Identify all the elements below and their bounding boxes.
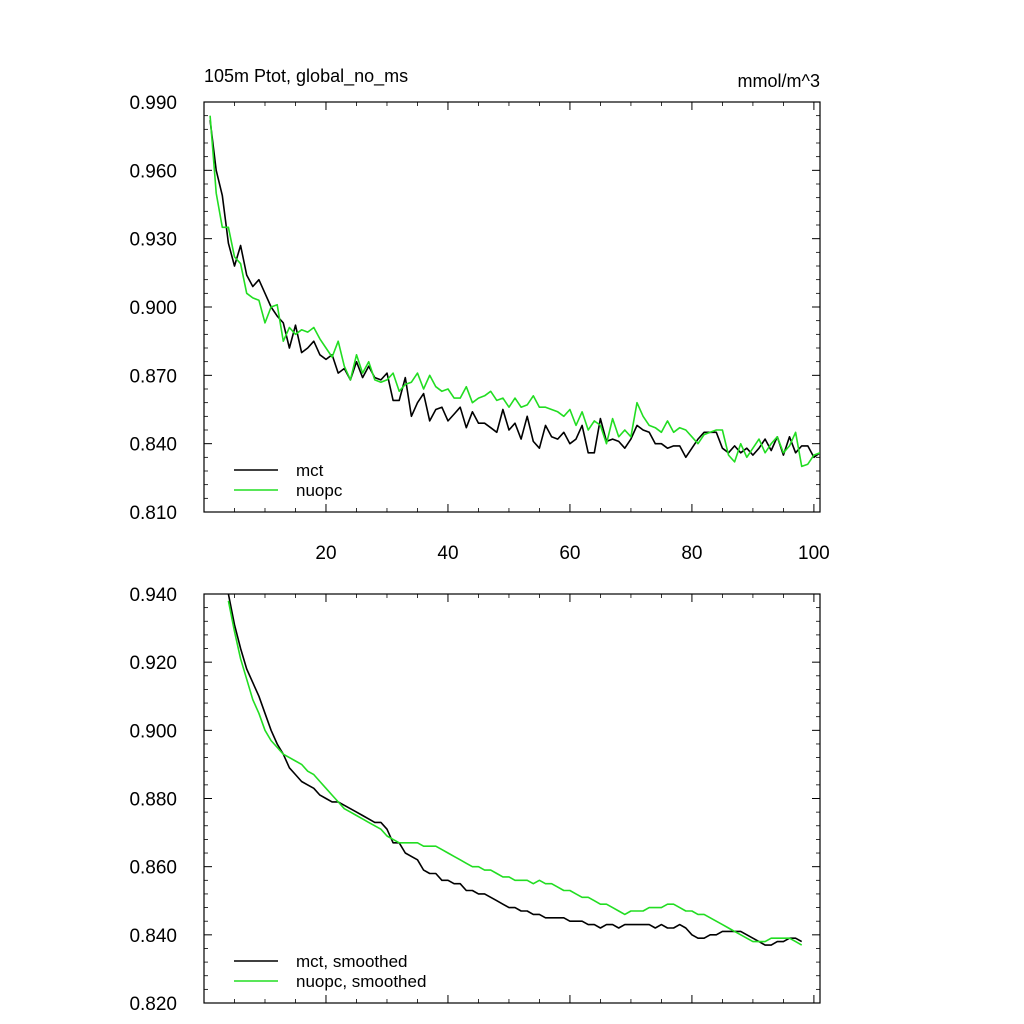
- top-ytick-label: 0.930: [129, 230, 177, 251]
- top-xtick-label: 40: [437, 543, 458, 564]
- top-ytick-label: 0.810: [129, 503, 177, 524]
- top-ytick-label: 0.960: [129, 161, 177, 182]
- top-xtick-label: 100: [798, 543, 830, 564]
- top-legend-label-nuopc: nuopc: [296, 481, 343, 500]
- bottom-plot-frame: [203, 593, 821, 1004]
- chart-title: 105m Ptot, global_no_ms: [204, 66, 408, 87]
- top-series-line-mct: [209, 120, 820, 459]
- bottom-legend-label-mct-smoothed: mct, smoothed: [296, 952, 408, 971]
- bottom-panel: 0.820 0.840 0.860 0.880 0.900 0.920 0.940 mct, …: [129, 585, 821, 1015]
- bottom-series-line-mct-smoothed: [227, 594, 803, 946]
- bottom-ytick-label: 0.820: [129, 994, 177, 1015]
- top-ytick-label: 0.990: [129, 93, 177, 114]
- top-ytick-label: 0.900: [129, 298, 177, 319]
- bottom-ytick-label: 0.940: [129, 585, 177, 606]
- bottom-legend-label-nuopc-smoothed: nuopc, smoothed: [296, 972, 426, 991]
- top-xtick-label: 20: [315, 543, 336, 564]
- bottom-ytick-label: 0.860: [129, 858, 177, 879]
- top-xtick-label: 60: [559, 543, 580, 564]
- units-label: mmol/m^3: [738, 71, 820, 91]
- bottom-ytick-label: 0.920: [129, 653, 177, 674]
- bottom-ytick-label: 0.880: [129, 790, 177, 811]
- top-panel: 105m Ptot, global_no_ms mmol/m^3 0.810 0.…: [129, 66, 829, 564]
- top-xtick-label: 80: [681, 543, 702, 564]
- bottom-series-line-nuopc-smoothed: [227, 600, 803, 946]
- top-legend-label-mct: mct: [296, 461, 324, 480]
- top-ytick-label: 0.870: [129, 366, 177, 387]
- top-series-line-nuopc: [209, 115, 820, 468]
- bottom-ytick-label: 0.840: [129, 926, 177, 947]
- bottom-ytick-label: 0.900: [129, 721, 177, 742]
- top-ytick-label: 0.840: [129, 435, 177, 456]
